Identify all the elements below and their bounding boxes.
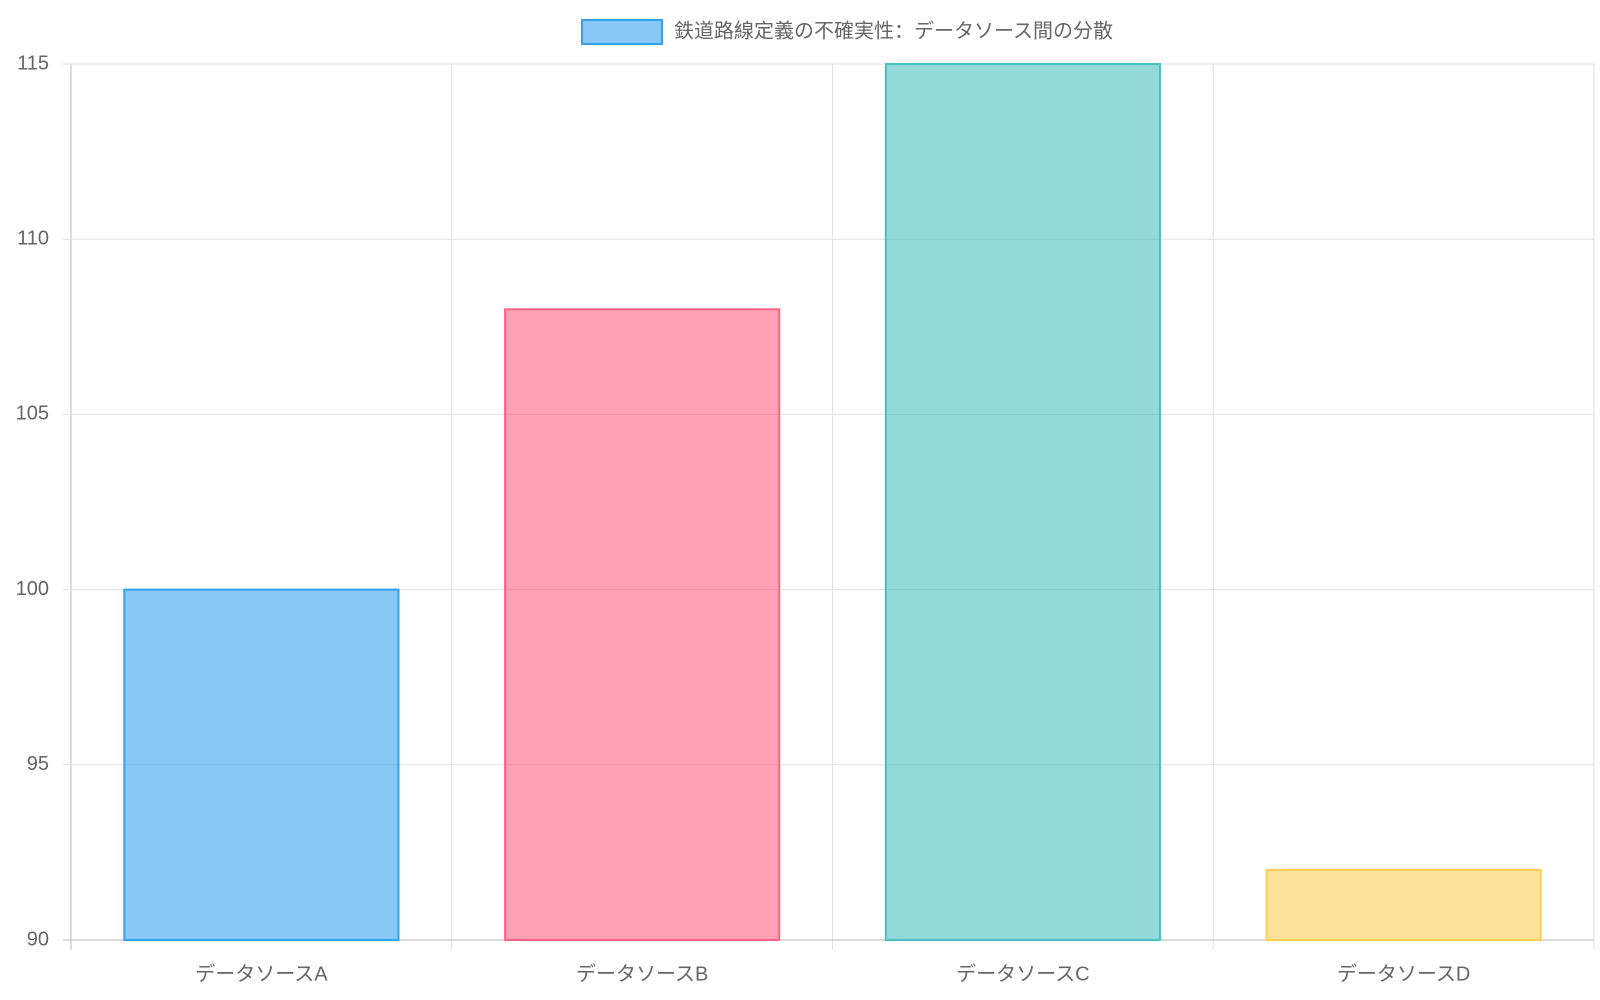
bar — [1265, 868, 1542, 941]
y-tick-label: 90 — [27, 928, 49, 950]
x-tick-label: データソースC — [956, 962, 1089, 985]
y-tick-label: 110 — [17, 227, 49, 249]
legend-label: 鉄道路線定義の不確実性：データソース間の分散 — [674, 19, 1113, 42]
bar — [123, 588, 400, 941]
x-tick-label: データソースD — [1337, 962, 1470, 985]
y-tick-label: 100 — [16, 578, 49, 600]
y-tick-label: 95 — [27, 753, 49, 775]
legend: 鉄道路線定義の不確実性：データソース間の分散 — [581, 19, 1113, 45]
bar — [504, 308, 781, 941]
x-tick-label: データソースB — [576, 962, 708, 985]
x-tick-label: データソースA — [195, 962, 328, 985]
y-tick-label: 115 — [17, 52, 49, 74]
y-tick-label: 105 — [16, 403, 49, 425]
legend-swatch — [581, 19, 663, 45]
bar — [884, 63, 1161, 941]
